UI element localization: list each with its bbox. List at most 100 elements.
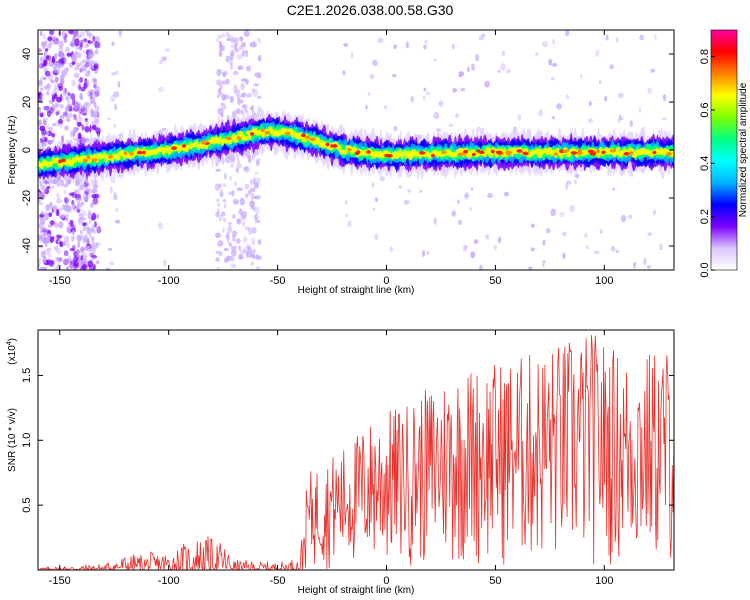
noise-cell [254, 72, 260, 78]
noise-cell [39, 125, 46, 132]
noise-cell [42, 58, 48, 67]
noise-cell [421, 250, 426, 257]
noise-cell [239, 94, 246, 98]
noise-cell [216, 266, 220, 270]
noise-cell [76, 121, 82, 127]
noise-cell [110, 176, 116, 184]
noise-cell [244, 226, 250, 231]
noise-cell [215, 211, 220, 218]
noise-cell [79, 184, 85, 191]
noise-cell [448, 123, 454, 128]
noise-cell [43, 117, 48, 122]
noise-cell [95, 260, 100, 265]
noise-cell [252, 206, 256, 211]
noise-cell [235, 108, 241, 115]
noise-cell [68, 105, 73, 112]
peak-cell [330, 144, 336, 148]
ridge-cell [247, 133, 252, 141]
noise-cell [530, 223, 535, 229]
noise-cell [41, 33, 46, 39]
ridge-cell [315, 137, 321, 144]
noise-cell [650, 68, 656, 73]
noise-cell [593, 250, 600, 255]
noise-cell [377, 37, 384, 44]
noise-cell [256, 194, 262, 200]
noise-cell [43, 106, 50, 112]
noise-cell [61, 135, 64, 143]
noise-cell [76, 201, 81, 206]
noise-cell [44, 188, 50, 195]
noise-cell [58, 118, 63, 124]
noise-cell [62, 88, 68, 97]
peak-cell [309, 137, 316, 141]
noise-cell [69, 219, 74, 227]
noise-cell [501, 50, 506, 56]
noise-cell [73, 189, 79, 194]
noise-cell [50, 220, 54, 226]
peak-cell [142, 150, 146, 155]
noise-cell [68, 192, 75, 196]
noise-cell [250, 104, 254, 111]
noise-cell [86, 32, 92, 37]
noise-cell [84, 260, 89, 265]
y-tick-label: 1.5 [21, 368, 33, 383]
noise-cell [222, 71, 227, 78]
noise-cell [91, 93, 97, 99]
noise-cell [254, 219, 261, 224]
noise-cell [60, 51, 65, 58]
noise-cell [38, 95, 43, 103]
noise-cell [64, 125, 69, 131]
spectrogram-y-axis: -40 -20 0 20 40 [21, 48, 674, 254]
noise-cell [215, 168, 221, 172]
noise-cell [89, 124, 92, 133]
y-tick-label: 20 [21, 96, 33, 108]
peak-cell [181, 144, 186, 148]
noise-cell [38, 257, 41, 265]
noise-cell [79, 63, 83, 70]
noise-cell [73, 266, 77, 270]
noise-cell [228, 191, 233, 196]
noise-cell [254, 171, 259, 176]
noise-cell [89, 92, 93, 100]
noise-cell [216, 37, 220, 43]
noise-cell [77, 125, 80, 130]
noise-cell [398, 185, 403, 190]
noise-cell [43, 106, 50, 111]
noise-cell [64, 113, 68, 121]
noise-cell [598, 80, 602, 84]
noise-cell [51, 137, 55, 144]
ridge-cell [240, 131, 244, 136]
noise-cell [91, 236, 95, 241]
noise-cell [75, 30, 79, 36]
noise-cell [62, 243, 68, 247]
ridge-cell [243, 135, 249, 141]
noise-cell [114, 219, 121, 224]
noise-cell [91, 243, 95, 250]
noise-cell [217, 240, 224, 247]
noise-cell [96, 226, 102, 234]
noise-cell [45, 90, 50, 96]
noise-cell [215, 257, 220, 262]
noise-cell [44, 70, 51, 77]
peak-cell [457, 152, 464, 156]
noise-cell [229, 38, 235, 44]
noise-cell [54, 102, 59, 108]
noise-cell [215, 232, 221, 239]
noise-cell [254, 182, 260, 190]
noise-cell [57, 259, 60, 267]
noise-cell [392, 73, 397, 78]
noise-cell [49, 220, 56, 226]
noise-cell [469, 207, 472, 211]
noise-cell [230, 62, 233, 71]
noise-cell [217, 115, 221, 123]
noise-cell [231, 249, 237, 256]
noise-cell [612, 187, 616, 192]
snr-y-axis: 0.5 1.0 1.5 [21, 368, 674, 513]
noise-cell [66, 266, 70, 270]
noise-cell [535, 52, 539, 57]
noise-cell [75, 117, 79, 124]
noise-cell [556, 103, 562, 110]
noise-cell [384, 105, 387, 110]
noise-cell [85, 119, 89, 127]
noise-cell [84, 80, 89, 83]
